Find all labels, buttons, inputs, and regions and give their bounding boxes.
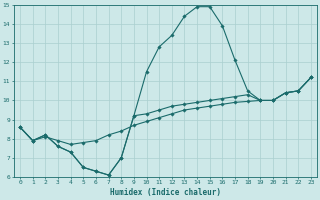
X-axis label: Humidex (Indice chaleur): Humidex (Indice chaleur) [110,188,221,197]
